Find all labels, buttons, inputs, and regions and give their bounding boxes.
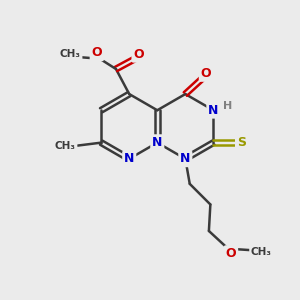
Text: S: S [237,136,246,149]
Text: N: N [208,104,219,117]
Text: O: O [92,46,102,59]
Text: N: N [152,136,163,149]
Text: O: O [201,67,211,80]
Text: H: H [224,101,233,111]
Text: O: O [133,48,144,61]
Text: CH₃: CH₃ [251,247,272,256]
Text: CH₃: CH₃ [60,49,81,59]
Text: O: O [226,247,236,260]
Text: CH₃: CH₃ [55,141,76,151]
Text: N: N [180,152,190,165]
Text: N: N [124,152,134,165]
